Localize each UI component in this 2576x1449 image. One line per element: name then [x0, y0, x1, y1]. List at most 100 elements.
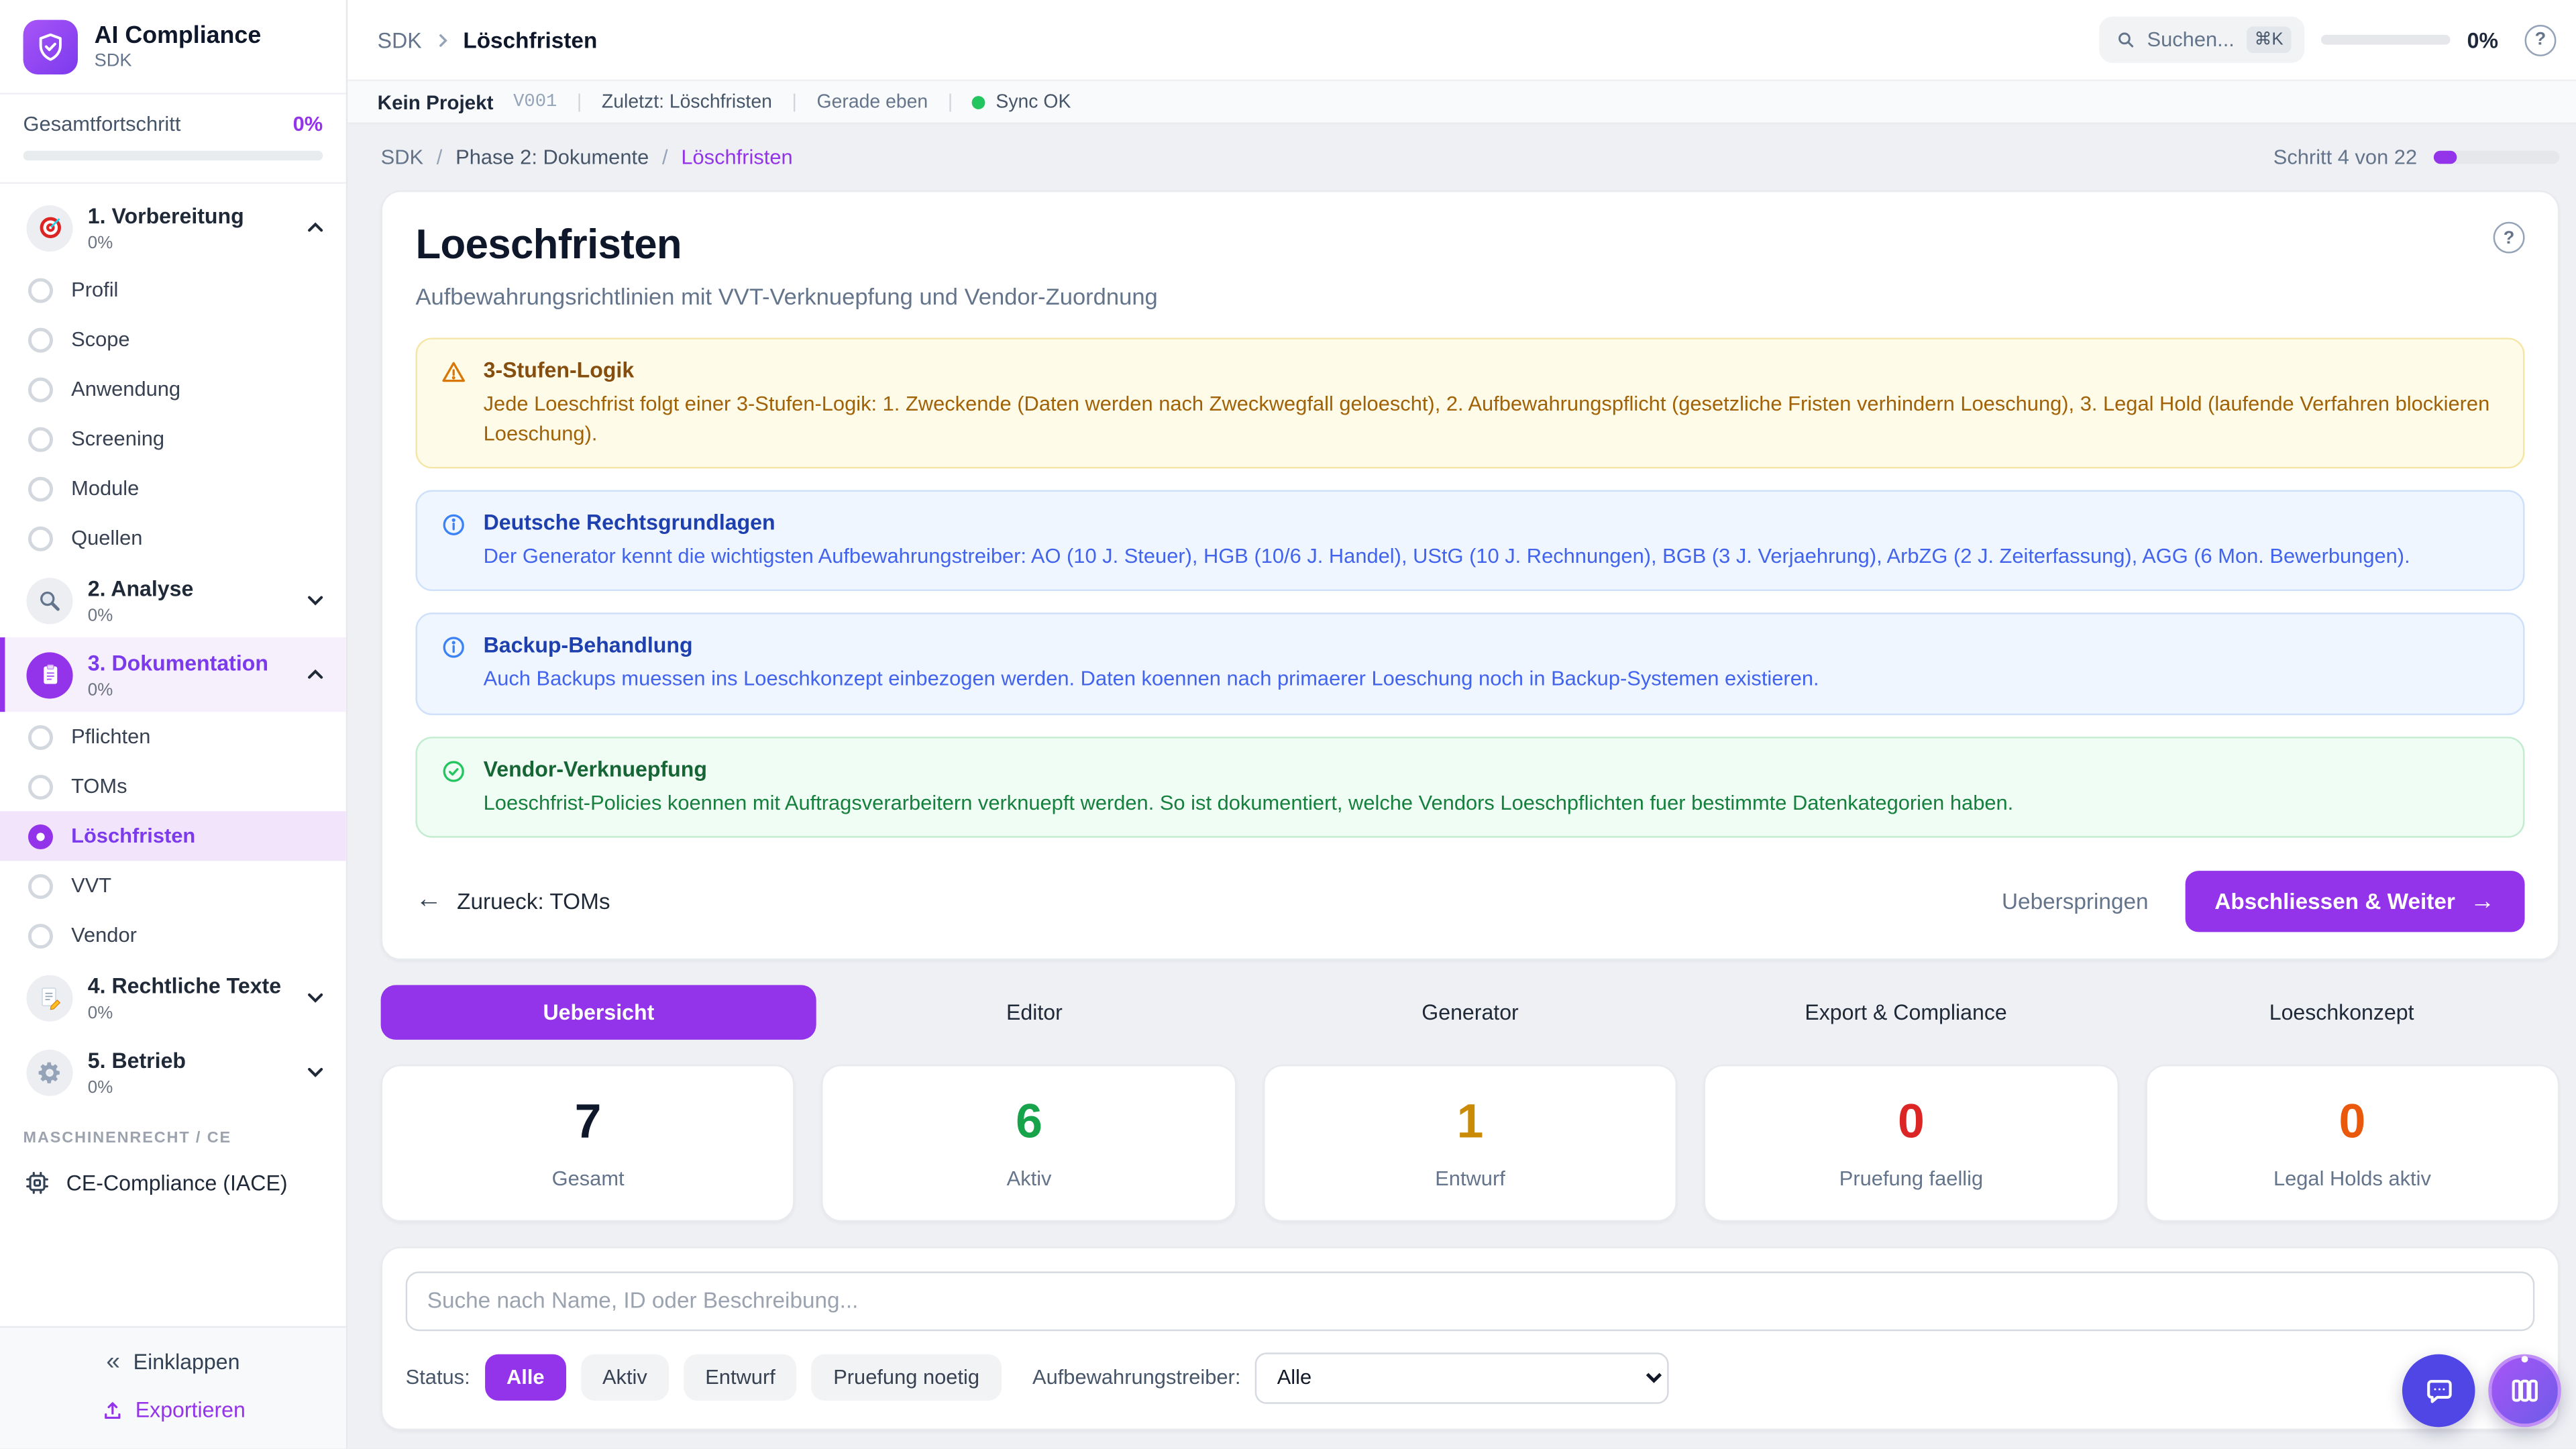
step-help-icon[interactable]: ? — [2493, 221, 2525, 254]
last-saved-time: Gerade eben — [816, 91, 928, 112]
wizard-nav-row: ← Zurueck: TOMs Ueberspringen Abschliess… — [415, 870, 2525, 932]
sidebar-item-vvt[interactable]: VVT — [0, 861, 346, 910]
target-icon — [26, 204, 73, 251]
sidebar: AI Compliance SDK Gesamtfortschritt 0% 1… — [0, 0, 348, 1449]
sidebar-item-profil[interactable]: Profil — [0, 265, 346, 315]
phase-betrieb[interactable]: 5. Betrieb 0% — [0, 1034, 346, 1109]
step-progress: Schritt 4 von 22 — [2273, 146, 2560, 169]
stat-aktiv: 6 Aktiv — [822, 1063, 1237, 1222]
sidebar-item-quellen[interactable]: Quellen — [0, 513, 346, 563]
sidebar-item-anwendung[interactable]: Anwendung — [0, 364, 346, 414]
sidebar-item-ce-compliance[interactable]: CE-Compliance (IACE) — [0, 1156, 346, 1210]
global-search[interactable]: Suchen... ⌘K — [2098, 16, 2305, 63]
chevron-up-icon — [305, 664, 326, 686]
phase-nav: 1. Vorbereitung 0% Profil Scope Anwendun… — [0, 182, 346, 1326]
status-filter-entwurf[interactable]: Entwurf — [684, 1354, 797, 1401]
breadcrumb-loeschfristen: Löschfristen — [681, 146, 793, 169]
notification-dot-icon — [2521, 1356, 2528, 1363]
phase-vorbereitung[interactable]: 1. Vorbereitung 0% — [0, 191, 346, 265]
status-filter-pruefung-noetig[interactable]: Pruefung noetig — [812, 1354, 1002, 1401]
status-filter-label: Status: — [405, 1366, 470, 1389]
tab-export-compliance[interactable]: Export & Compliance — [1805, 999, 2007, 1024]
phase-label: 3. Dokumentation — [87, 650, 268, 676]
breadcrumb-current: Löschfristen — [463, 27, 598, 52]
status-filter-aktiv[interactable]: Aktiv — [580, 1354, 669, 1401]
sidebar-item-pflichten[interactable]: Pflichten — [0, 712, 346, 761]
sidebar-item-screening[interactable]: Screening — [0, 414, 346, 464]
phase-rechtliche-texte[interactable]: 4. Rechtliche Texte 0% — [0, 960, 346, 1034]
brand-subtitle: SDK — [94, 52, 132, 72]
help-icon[interactable]: ? — [2524, 23, 2557, 56]
search-placeholder: Suchen... — [2147, 28, 2235, 52]
policy-search-input[interactable] — [405, 1271, 2535, 1331]
tab-uebersicht[interactable]: Uebersicht — [380, 984, 817, 1039]
step-label: Schritt 4 von 22 — [2273, 146, 2418, 169]
last-step-label: Zuletzt: Löschfristen — [601, 91, 772, 112]
page-breadcrumb: SDK / Phase 2: Dokumente / Löschfristen — [380, 146, 793, 169]
phase-label: 4. Rechtliche Texte — [87, 973, 282, 999]
topbar: SDK Löschfristen Suchen... ⌘K 0% ? — [347, 0, 2576, 80]
topbar-progress-bar — [2321, 34, 2451, 45]
radio-circle-icon — [28, 873, 53, 898]
chevron-up-icon — [305, 217, 326, 238]
chevron-down-icon — [305, 1061, 326, 1083]
chat-bubble-icon — [2421, 1373, 2456, 1408]
info-boxes: 3-Stufen-Logik Jede Loeschfrist folgt ei… — [415, 337, 2525, 837]
skip-button[interactable]: Ueberspringen — [2001, 888, 2149, 914]
tab-loeschkonzept[interactable]: Loeschkonzept — [2269, 999, 2414, 1024]
stats-row: 7 Gesamt 6 Aktiv 1 Entwurf 0 Pruefung fa… — [380, 1063, 2560, 1222]
phase-label: 1. Vorbereitung — [87, 203, 244, 229]
topbar-progress-value: 0% — [2467, 27, 2499, 52]
driver-select[interactable]: Alle — [1255, 1352, 1670, 1403]
breadcrumb-root[interactable]: SDK — [377, 27, 422, 52]
chevron-right-icon — [433, 31, 451, 49]
version-badge: V001 — [513, 91, 557, 112]
phase-percent: 0% — [87, 233, 113, 254]
phase-analyse[interactable]: 2. Analyse 0% — [0, 563, 346, 637]
sidebar-item-scope[interactable]: Scope — [0, 315, 346, 364]
sidebar-item-vendor[interactable]: Vendor — [0, 910, 346, 960]
breadcrumb-phase[interactable]: Phase 2: Dokumente — [455, 146, 649, 169]
check-circle-icon — [440, 757, 466, 784]
upload-icon — [101, 1398, 124, 1421]
search-icon — [2116, 30, 2136, 50]
info-circle-icon — [440, 635, 466, 661]
content: SDK / Phase 2: Dokumente / Löschfristen … — [347, 124, 2576, 1448]
board-fab-button[interactable] — [2488, 1354, 2561, 1428]
sidebar-item-module[interactable]: Module — [0, 464, 346, 513]
phase-percent: 0% — [87, 680, 113, 700]
sidebar-footer: « Einklappen Exportieren — [0, 1326, 346, 1449]
tab-generator[interactable]: Generator — [1421, 999, 1519, 1024]
filter-row: Status: Alle Aktiv Entwurf Pruefung noet… — [406, 1352, 2535, 1403]
brand-title: AI Compliance — [94, 22, 262, 50]
tab-editor[interactable]: Editor — [1006, 999, 1063, 1024]
columns-icon — [2508, 1374, 2541, 1407]
phase-percent: 0% — [87, 606, 113, 626]
breadcrumb-sdk[interactable]: SDK — [380, 146, 424, 169]
collapse-sidebar-button[interactable]: « Einklappen — [106, 1347, 240, 1376]
arrow-right-icon: → — [2470, 886, 2496, 915]
radio-circle-icon — [28, 277, 53, 303]
chat-fab-button[interactable] — [2402, 1354, 2475, 1428]
export-button[interactable]: Exportieren — [101, 1397, 246, 1422]
arrow-left-icon: ← — [415, 885, 442, 914]
finish-next-button[interactable]: Abschliessen & Weiter → — [2184, 870, 2525, 932]
topbar-breadcrumb: SDK Löschfristen — [378, 28, 2083, 52]
stat-gesamt: 7 Gesamt — [380, 1063, 796, 1222]
sidebar-item-toms[interactable]: TOMs — [0, 761, 346, 811]
sidebar-item-loeschfristen[interactable]: Löschfristen — [0, 811, 346, 861]
overall-progress-label: Gesamtfortschritt — [23, 112, 181, 136]
info-circle-icon — [440, 512, 466, 538]
step-card: Loeschfristen ? Aufbewahrungsrichtlinien… — [380, 190, 2560, 960]
status-filter-alle[interactable]: Alle — [484, 1354, 566, 1401]
back-button[interactable]: ← Zurueck: TOMs — [415, 886, 610, 916]
statusbar: Kein Projekt V001 | Zuletzt: Löschfriste… — [347, 79, 2576, 125]
radio-circle-icon — [28, 525, 53, 551]
phase-label: 5. Betrieb — [87, 1048, 186, 1073]
phase-label: 2. Analyse — [87, 576, 194, 601]
project-name: Kein Projekt — [377, 90, 494, 114]
section-label-maschinenrecht: MASCHINENRECHT / CE — [23, 1129, 232, 1148]
stat-entwurf: 1 Entwurf — [1263, 1063, 1678, 1222]
phase-dokumentation[interactable]: 3. Dokumentation 0% — [0, 637, 346, 712]
